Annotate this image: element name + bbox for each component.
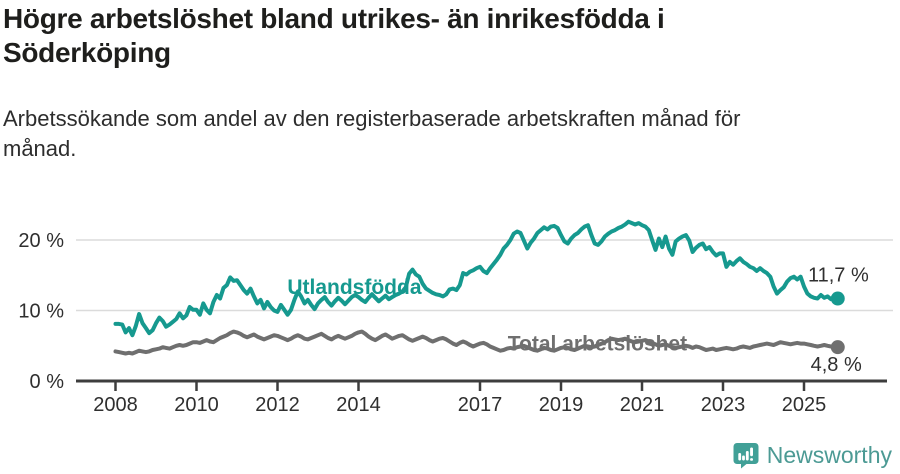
x-axis-tick-label-2021: 2021 xyxy=(620,394,665,416)
series-label-utlandsf-dda: Utlandsfödda xyxy=(287,276,421,299)
logo-bar-1 xyxy=(738,453,741,461)
chart-subtitle: Arbetssökande som andel av den registerb… xyxy=(3,106,741,161)
x-axis-tick-label-2017: 2017 xyxy=(458,394,503,416)
chart-title: Högre arbetslöshet bland utrikes- än inr… xyxy=(3,3,665,69)
x-axis-tick-label-2023: 2023 xyxy=(701,394,746,416)
x-axis-tick-label-2014: 2014 xyxy=(336,394,381,416)
x-axis-tick-label-2019: 2019 xyxy=(539,394,584,416)
x-axis-tick-label-2012: 2012 xyxy=(255,394,300,416)
y-axis-tick-label: 10 % xyxy=(18,301,64,323)
newsworthy-logo-icon xyxy=(733,443,759,469)
series-line-utlandsf-dda xyxy=(113,219,840,338)
series-line-total-arbetsl-shet xyxy=(113,329,840,356)
logo-bar-3 xyxy=(745,451,749,461)
logo-exclamation-dot xyxy=(749,458,753,461)
series-label-total-arbetsl-shet: Total arbetslöshet xyxy=(508,332,687,355)
series-end-value-total-arbetsl-shet: 4,8 % xyxy=(811,354,862,376)
y-axis-tick-label: 0 % xyxy=(30,371,65,393)
series-end-dot-utlandsf-dda xyxy=(830,291,845,306)
brand-name: Newsworthy xyxy=(766,441,892,468)
logo-bar-2 xyxy=(741,455,745,461)
logo-exclamation-line xyxy=(749,447,753,457)
x-axis-tick-label-2008: 2008 xyxy=(93,394,138,416)
x-axis-tick-label-2010: 2010 xyxy=(174,394,219,416)
brand-footer: Newsworthy xyxy=(732,441,892,469)
series-end-dot-total-arbetsl-shet xyxy=(830,340,845,355)
y-axis-tick-label: 20 % xyxy=(18,230,64,252)
x-axis-tick-label-2025: 2025 xyxy=(782,394,827,416)
series-end-value-utlandsf-dda: 11,7 % xyxy=(808,265,869,287)
